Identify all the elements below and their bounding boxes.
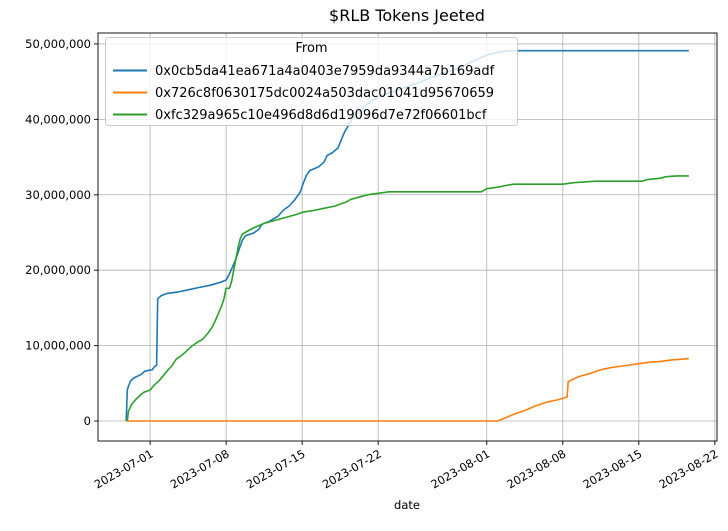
y-tick-label: 10,000,000 bbox=[25, 339, 91, 353]
x-tick-label: 2023-07-22 bbox=[320, 447, 383, 491]
y-tick-label: 30,000,000 bbox=[25, 188, 91, 202]
x-tick-label: 2023-07-08 bbox=[168, 447, 231, 491]
legend-box bbox=[105, 37, 518, 126]
y-tick-label: 40,000,000 bbox=[25, 112, 91, 126]
y-tick-label: 0 bbox=[84, 414, 91, 428]
series-line-1 bbox=[126, 357, 689, 422]
legend-label-0: 0x0cb5da41ea671a4a0403e7959da9344a7b169a… bbox=[155, 64, 495, 79]
y-tick-label: 50,000,000 bbox=[25, 37, 91, 51]
x-tick-label: 2023-08-08 bbox=[505, 447, 568, 491]
x-axis-label: date bbox=[394, 498, 420, 512]
x-tick-label: 2023-08-22 bbox=[657, 447, 720, 491]
legend: From 0x0cb5da41ea671a4a0403e7959da9344a7b… bbox=[105, 37, 518, 126]
x-tick-label: 2023-07-01 bbox=[92, 447, 155, 491]
plot-border bbox=[97, 32, 718, 442]
legend-label-2: 0xfc329a965c10e496d8d6d19096d7e72f06601b… bbox=[155, 108, 487, 123]
x-tick-label: 2023-08-15 bbox=[581, 447, 644, 491]
legend-label-1: 0x726c8f0630175dc0024a503dac01041d956706… bbox=[155, 86, 494, 101]
legend-title: From bbox=[295, 41, 327, 56]
chart-title: $RLB Tokens Jeeted bbox=[329, 6, 485, 25]
x-tick-label: 2023-07-15 bbox=[244, 447, 307, 491]
y-tick-label: 20,000,000 bbox=[25, 263, 91, 277]
x-tick-label: 2023-08-01 bbox=[429, 447, 492, 491]
series-line-2 bbox=[126, 175, 689, 422]
